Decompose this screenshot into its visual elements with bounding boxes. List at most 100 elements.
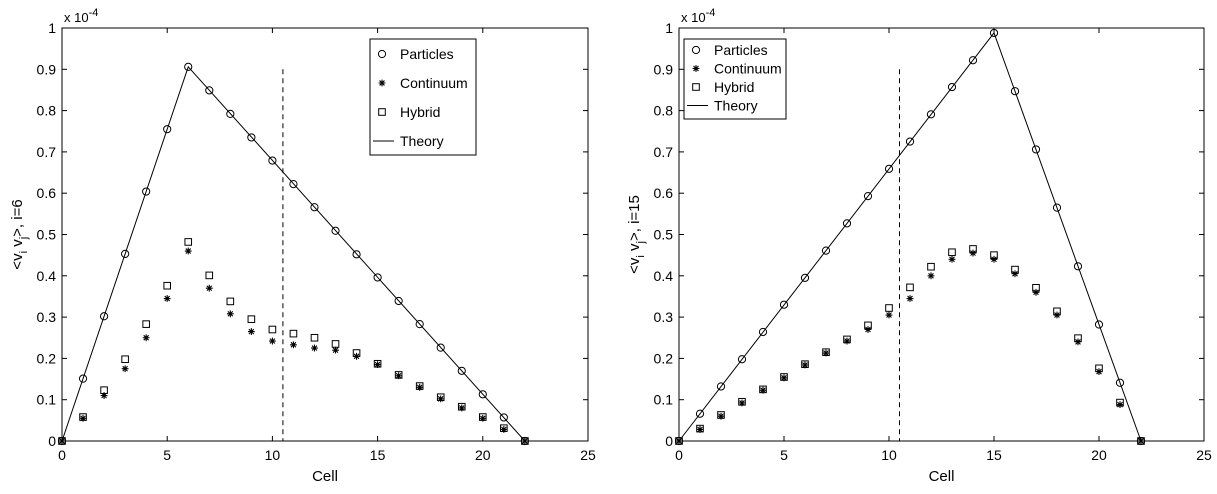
particles-point	[99, 312, 109, 321]
y-tick-label: 0.5	[654, 227, 674, 243]
legend-label: Continuum	[714, 61, 782, 77]
continuum-point	[163, 295, 171, 302]
hybrid-point	[717, 411, 725, 419]
legend-marker-continuum	[692, 65, 700, 72]
y-tick-label: 0.8	[654, 103, 674, 119]
y-tick-label: 0.6	[654, 185, 674, 201]
particles-point	[842, 219, 852, 228]
x-tick-label: 25	[580, 447, 596, 463]
particles-point	[478, 390, 487, 399]
theory-line	[61, 65, 526, 442]
y-tick-label: 0.8	[37, 103, 57, 119]
continuum-point	[395, 372, 403, 380]
x-tick-label: 25	[1196, 447, 1212, 463]
particles-point	[758, 327, 768, 337]
particles-point	[905, 137, 915, 146]
particles-point	[884, 164, 894, 173]
legend-label: Hybrid	[400, 104, 440, 120]
legend-marker-particles	[377, 49, 387, 59]
series-hybrid	[675, 245, 1145, 445]
particles-point	[779, 300, 789, 309]
particles-point	[947, 82, 957, 92]
hybrid-point	[500, 424, 508, 432]
y-axis-label-part: >, i=6	[9, 199, 26, 237]
hybrid-point	[436, 393, 445, 402]
hybrid-point	[479, 413, 487, 421]
hybrid-point	[990, 251, 998, 259]
y-tick-label: 0.4	[654, 268, 674, 284]
hybrid-point	[885, 304, 893, 312]
y-tick-label: 0.3	[654, 309, 674, 325]
continuum-point	[864, 326, 872, 333]
continuum-point	[1116, 401, 1124, 409]
continuum-point	[927, 272, 935, 280]
hybrid-point	[289, 329, 298, 338]
hybrid-point	[1032, 283, 1040, 292]
hybrid-point	[696, 424, 704, 433]
continuum-point	[759, 386, 767, 394]
particles-point	[1073, 262, 1083, 271]
particles-point	[716, 382, 726, 391]
y-axis-label-part: v	[626, 243, 643, 255]
y-tick-label: 0.1	[37, 392, 57, 408]
x-axis-label: Cell	[929, 468, 955, 485]
continuum-point	[1011, 270, 1019, 278]
scale-factor-label: x 10-4	[681, 7, 715, 25]
y-tick-label: 1	[48, 20, 56, 36]
legend-label: Particles	[714, 42, 768, 58]
y-tick-label: 0.6	[37, 185, 57, 201]
hybrid-point	[1074, 334, 1082, 342]
hybrid-point	[948, 248, 956, 257]
particles-point	[310, 203, 319, 212]
hybrid-point	[268, 325, 277, 334]
hybrid-point	[738, 397, 746, 406]
x-tick-label: 15	[986, 447, 1002, 463]
series-continuum	[58, 247, 529, 445]
particles-point	[121, 249, 130, 259]
continuum-point	[290, 341, 297, 349]
particles-point	[268, 156, 277, 165]
x-tick-label: 20	[475, 447, 491, 463]
continuum-point	[100, 392, 108, 399]
hybrid-point	[226, 297, 235, 306]
continuum-point	[205, 284, 213, 292]
continuum-point	[142, 334, 150, 342]
y-tick-label: 0.4	[37, 268, 57, 284]
particles-point	[968, 56, 978, 65]
hybrid-point	[1137, 437, 1145, 445]
hybrid-point	[310, 333, 319, 342]
hybrid-point	[142, 320, 150, 328]
y-tick-label: 0.7	[37, 144, 57, 160]
particles-point	[331, 226, 340, 235]
x-tick-label: 0	[58, 447, 66, 463]
hybrid-point	[927, 262, 935, 271]
hybrid-point	[864, 321, 872, 330]
legend: Particles Continuum Hybrid Theory	[683, 38, 787, 120]
hybrid-point	[759, 385, 767, 394]
continuum-point	[738, 399, 746, 407]
hybrid-point	[415, 382, 424, 390]
particles-point	[1094, 320, 1104, 329]
y-axis-label-part: j	[635, 241, 647, 244]
particles-point	[142, 187, 151, 196]
continuum-point	[885, 311, 893, 319]
hybrid-point	[100, 386, 108, 395]
continuum-point	[79, 414, 87, 422]
particles-point	[457, 366, 466, 375]
x-axis-label: Cell	[312, 468, 338, 485]
particles-point	[737, 355, 747, 364]
continuum-point	[969, 249, 977, 257]
hybrid-point	[801, 360, 809, 368]
y-tick-label: 1	[665, 20, 673, 36]
continuum-point	[269, 337, 276, 345]
continuum-point	[1032, 288, 1040, 296]
continuum-point	[479, 414, 487, 422]
hybrid-point	[352, 349, 361, 357]
y-axis-label: <vi vj>, i=15	[626, 195, 647, 274]
hybrid-point	[1053, 307, 1061, 316]
hybrid-point	[1095, 364, 1103, 373]
hybrid-point	[521, 437, 529, 445]
particles-point	[1010, 87, 1020, 96]
continuum-point	[822, 349, 830, 357]
hybrid-point	[121, 355, 129, 364]
